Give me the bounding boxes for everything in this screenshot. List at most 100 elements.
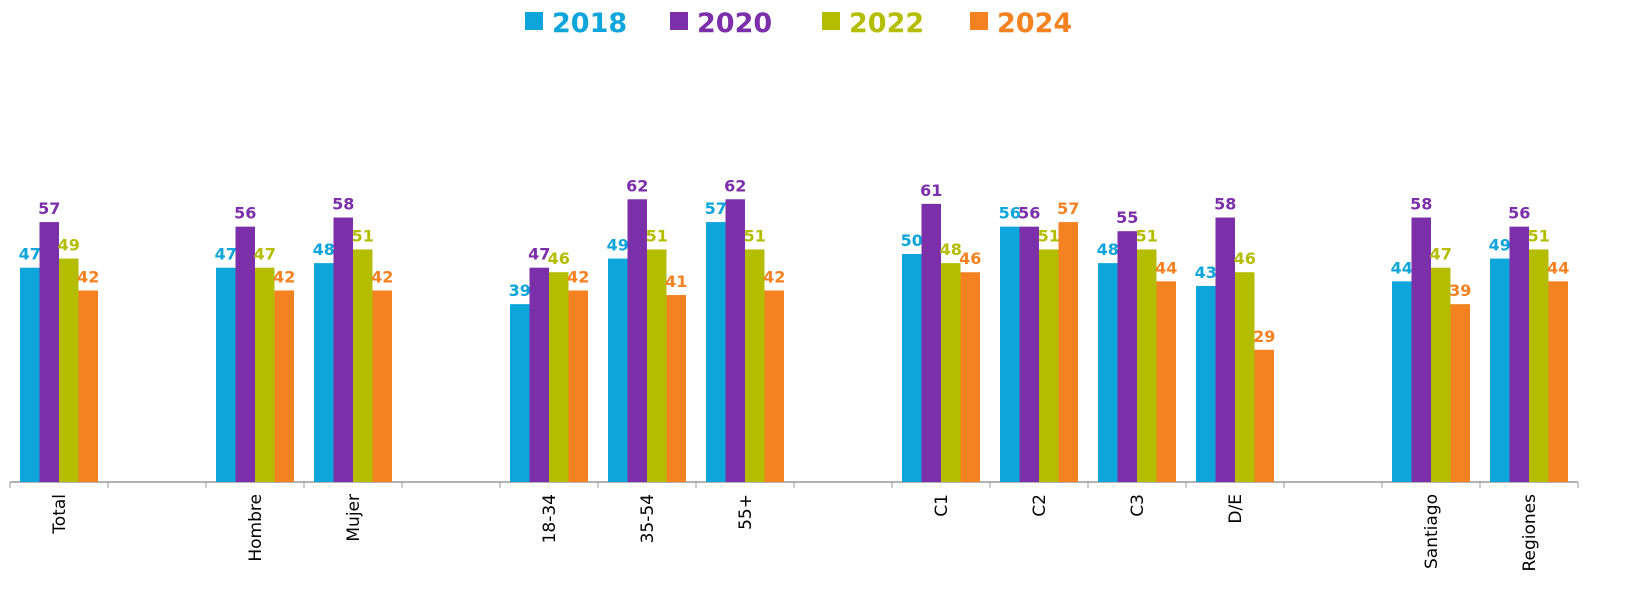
value-label: 57 (38, 199, 60, 218)
bar (1000, 226, 1020, 482)
value-label: 42 (273, 267, 295, 286)
bar (314, 263, 334, 482)
bar (1098, 263, 1118, 482)
value-label: 51 (352, 226, 374, 245)
legend-label: 2018 (552, 8, 627, 39)
bar (1039, 249, 1059, 482)
value-label: 51 (1136, 226, 1158, 245)
bar (1411, 217, 1431, 482)
value-label: 47 (1430, 245, 1452, 264)
bar (1392, 281, 1412, 482)
bar (1548, 281, 1568, 482)
value-label: 55 (1116, 208, 1138, 227)
bar (1529, 249, 1549, 482)
bar (1450, 304, 1470, 482)
legend-swatch (822, 12, 840, 30)
x-tick-label: C3 (1128, 494, 1148, 517)
value-label: 48 (1097, 240, 1119, 259)
bar (764, 290, 784, 482)
value-label: 44 (1547, 258, 1569, 277)
value-label: 46 (1234, 249, 1256, 268)
value-label: 48 (313, 240, 335, 259)
bar (1196, 285, 1216, 482)
value-label: 41 (665, 272, 687, 291)
value-label: 49 (58, 236, 80, 255)
bar (1117, 231, 1137, 482)
bar (627, 199, 647, 482)
bar (1431, 267, 1451, 482)
value-label: 39 (509, 281, 531, 300)
value-label: 42 (77, 267, 99, 286)
bar (1137, 249, 1157, 482)
value-label: 46 (959, 249, 981, 268)
x-tick-label: 18-34 (540, 494, 560, 543)
bar (59, 258, 79, 482)
value-label: 49 (607, 236, 629, 255)
value-label: 51 (744, 226, 766, 245)
x-tick-label: Santiago (1422, 494, 1442, 569)
bar (647, 249, 667, 482)
x-tick-label: C2 (1030, 494, 1050, 517)
x-tick-label: 35-54 (638, 494, 658, 543)
bar (78, 290, 98, 482)
bar (608, 258, 628, 482)
value-label: 47 (19, 245, 41, 264)
value-label: 46 (548, 249, 570, 268)
value-label: 56 (1508, 204, 1530, 223)
bar (1058, 222, 1078, 482)
bar (1215, 217, 1235, 482)
bar (235, 226, 255, 482)
bar (568, 290, 588, 482)
bar (902, 254, 922, 482)
value-label: 44 (1155, 258, 1177, 277)
legend-swatch (670, 12, 688, 30)
value-label: 47 (254, 245, 276, 264)
bar (1019, 226, 1039, 482)
x-tick-label: D/E (1226, 494, 1246, 524)
value-label: 49 (1489, 236, 1511, 255)
bar (549, 272, 569, 482)
bar (706, 222, 726, 482)
value-label: 42 (371, 267, 393, 286)
legend-label: 2020 (697, 8, 772, 39)
value-label: 42 (763, 267, 785, 286)
x-tick-label: Mujer (344, 494, 364, 542)
value-label: 51 (1038, 226, 1060, 245)
bar (372, 290, 392, 482)
value-label: 62 (724, 176, 746, 195)
value-label: 48 (940, 240, 962, 259)
bar (216, 267, 236, 482)
x-tick-label: Regiones (1520, 494, 1540, 572)
x-tick-label: Total (50, 494, 70, 535)
bar (941, 263, 961, 482)
bar (39, 222, 59, 482)
bar (745, 249, 765, 482)
bar (353, 249, 373, 482)
value-label: 51 (1528, 226, 1550, 245)
bar (725, 199, 745, 482)
value-label: 29 (1253, 327, 1275, 346)
value-label: 57 (1057, 199, 1079, 218)
x-tick-label: 55+ (736, 494, 756, 530)
bar (274, 290, 294, 482)
value-label: 56 (1018, 204, 1040, 223)
value-label: 47 (528, 245, 550, 264)
bar (529, 267, 549, 482)
value-label: 57 (705, 199, 727, 218)
bar (20, 267, 40, 482)
value-label: 44 (1391, 258, 1413, 277)
legend-swatch (970, 12, 988, 30)
value-label: 47 (215, 245, 237, 264)
value-label: 43 (1195, 263, 1217, 282)
value-label: 62 (626, 176, 648, 195)
bar (1254, 349, 1274, 482)
legend-label: 2022 (849, 8, 924, 39)
bar (1156, 281, 1176, 482)
bar (510, 304, 530, 482)
bar (1235, 272, 1255, 482)
bar (960, 272, 980, 482)
value-label: 39 (1449, 281, 1471, 300)
bar (1490, 258, 1510, 482)
